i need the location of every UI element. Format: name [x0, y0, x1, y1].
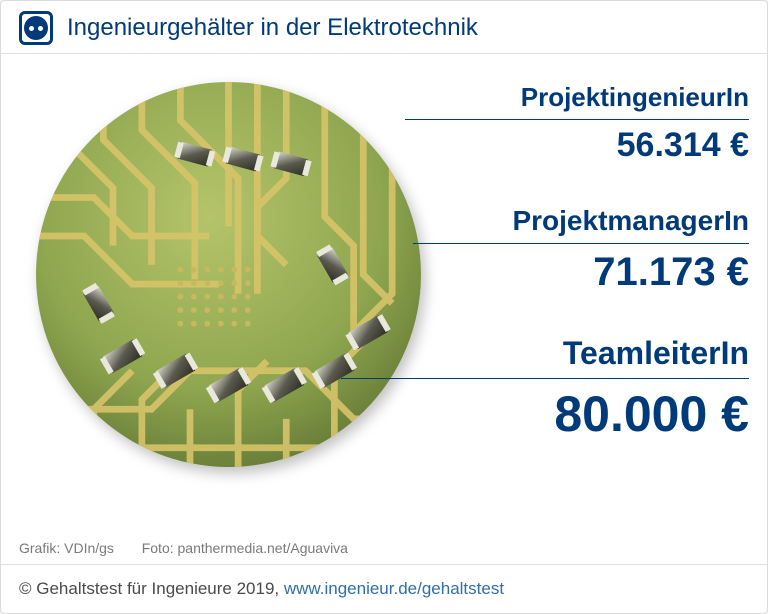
footer-prefix: © Gehaltstest für Ingenieure 2019,	[19, 579, 284, 598]
image-credits: Grafik: VDIn/gs Foto: panthermedia.net/A…	[19, 540, 348, 556]
salary-entry: ProjektingenieurIn 56.314 €	[341, 82, 749, 165]
role-label: ProjektmanagerIn	[341, 205, 749, 237]
divider	[405, 119, 749, 120]
credit-grafik-label: Grafik:	[19, 540, 60, 556]
page-title: Ingenieurgehälter in der Elektrotechnik	[67, 14, 478, 42]
content-area: ProjektingenieurIn 56.314 € Projektmanag…	[1, 54, 767, 564]
divider	[341, 378, 749, 379]
salary-entry: TeamleiterIn 80.000 €	[341, 335, 749, 443]
credit-foto-value: panthermedia.net/Aguaviva	[178, 540, 348, 556]
logo-icon	[19, 11, 53, 45]
role-label: TeamleiterIn	[341, 335, 749, 372]
infographic-card: Ingenieurgehälter in der Elektrotechnik	[0, 0, 768, 614]
salary-list: ProjektingenieurIn 56.314 € Projektmanag…	[341, 82, 749, 443]
role-label: ProjektingenieurIn	[341, 82, 749, 113]
salary-entry: ProjektmanagerIn 71.173 €	[341, 205, 749, 295]
salary-value: 80.000 €	[341, 385, 749, 443]
credit-grafik-value: VDIn/gs	[64, 540, 114, 556]
header: Ingenieurgehälter in der Elektrotechnik	[1, 1, 767, 54]
divider	[413, 243, 749, 244]
salary-value: 71.173 €	[341, 250, 749, 295]
footer-link[interactable]: www.ingenieur.de/gehaltstest	[284, 579, 504, 598]
credit-foto-label: Foto:	[142, 540, 174, 556]
salary-value: 56.314 €	[341, 126, 749, 165]
footer: © Gehaltstest für Ingenieure 2019, www.i…	[1, 564, 767, 613]
